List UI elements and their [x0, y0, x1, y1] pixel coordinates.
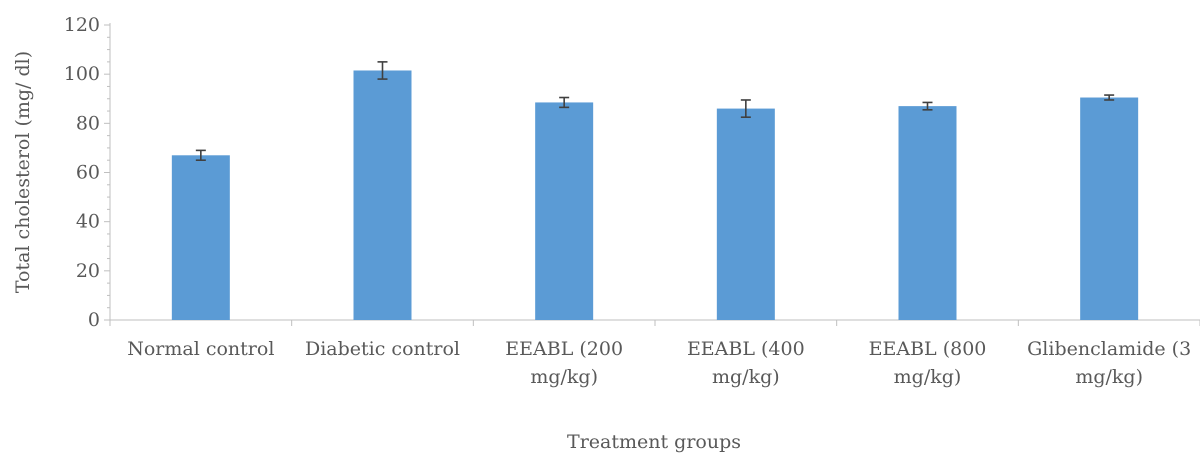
- y-axis-title: Total cholesterol (mg/ dl): [12, 51, 34, 293]
- x-tick-label: Glibenclamide (3 mg/kg): [1027, 338, 1191, 388]
- x-axis-title: Treatment groups: [567, 431, 741, 453]
- error-bar: [377, 61, 388, 80]
- x-axis: Normal control Diabetic control EEABL (200…: [109, 319, 1200, 388]
- bar: [171, 155, 230, 320]
- bar: [353, 70, 412, 321]
- x-tick-label: Normal control: [127, 338, 274, 360]
- bar: [716, 108, 775, 320]
- y-tick-label: 100: [64, 63, 100, 85]
- bars: [171, 70, 1139, 321]
- y-tick-label: 120: [64, 14, 100, 36]
- error-bar: [922, 101, 933, 111]
- bar: [1080, 97, 1139, 320]
- y-tick-label: 40: [76, 211, 100, 233]
- error-bar: [559, 96, 570, 109]
- error-bar: [740, 99, 751, 118]
- y-tick-label: 80: [76, 112, 100, 134]
- bar: [898, 106, 957, 320]
- x-tick-label: EEABL (800 mg/kg): [869, 338, 987, 388]
- error-bars: [195, 61, 1115, 162]
- y-axis: 0 20 40 60 80 100 120: [64, 14, 111, 331]
- x-tick-label: EEABL (400 mg/kg): [687, 338, 805, 388]
- error-bar: [1104, 94, 1115, 101]
- y-tick-label: 60: [76, 162, 100, 184]
- x-tick-label: EEABL (200 mg/kg): [505, 338, 623, 388]
- bar: [535, 102, 594, 320]
- x-tick-label: Diabetic control: [305, 338, 460, 360]
- error-bar: [195, 149, 206, 162]
- y-tick-label: 20: [76, 260, 100, 282]
- y-tick-label: 0: [88, 309, 100, 331]
